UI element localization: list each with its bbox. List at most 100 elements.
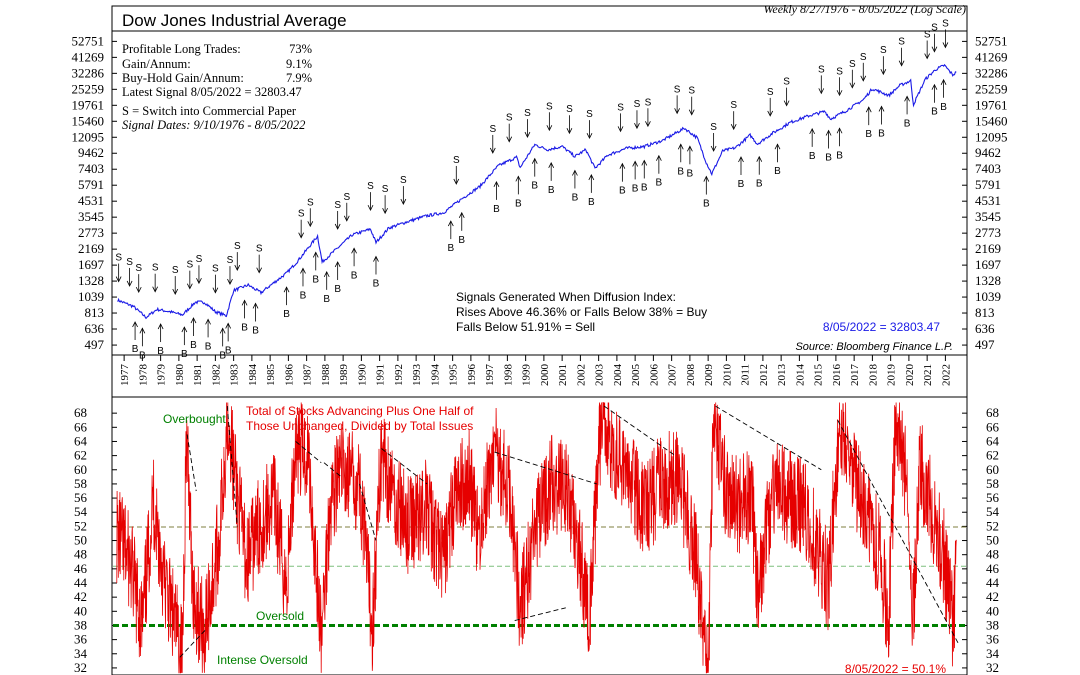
sell-arrowhead (924, 53, 931, 60)
sell-signal: S (634, 99, 641, 110)
top-ytick-right: 1039 (975, 289, 1001, 304)
year-label: 2010 (721, 364, 733, 387)
rules-line-3: Falls Below 51.91% = Sell (456, 320, 595, 334)
buy-arrowhead (836, 127, 843, 134)
buy-arrowhead (931, 83, 938, 90)
sell-signal: S (730, 100, 737, 111)
trendline (226, 406, 238, 527)
sell-signal: S (489, 124, 496, 135)
top-ytick-right: 15460 (975, 113, 1008, 128)
sell-arrowhead (506, 136, 513, 143)
sell-signal: S (400, 175, 407, 186)
buy-arrowhead (531, 157, 538, 164)
buy-arrowhead (677, 143, 684, 150)
bottom-ytick-left: 62 (74, 448, 87, 463)
sell-arrowhead (453, 178, 460, 185)
bottom-ytick-right: 66 (986, 419, 1000, 434)
bottom-title-1: Total of Stocks Advancing Plus One Half … (246, 404, 474, 418)
top-ytick-right: 636 (975, 321, 995, 336)
sell-arrowhead (334, 223, 341, 230)
bottom-ytick-right: 34 (986, 646, 1000, 661)
year-label: 2004 (612, 364, 624, 387)
sell-signal: S (334, 200, 341, 211)
buy-signal: B (515, 198, 522, 209)
sell-arrowhead (400, 198, 407, 205)
sell-signal: S (566, 104, 573, 115)
top-ytick-left: 497 (85, 337, 105, 352)
year-axis: 1977 1978 1979 1980 1981 1982 1983 1984 1985 1986… (119, 355, 952, 386)
sell-arrowhead (135, 286, 142, 294)
buy-arrowhead (252, 302, 259, 309)
buy-arrowhead (738, 156, 744, 163)
sell-arrowhead (152, 286, 159, 293)
stat-value-2: 9.1% (286, 57, 312, 71)
top-ytick-right: 25259 (975, 81, 1008, 96)
top-ytick-left: 25259 (72, 81, 105, 96)
bottom-panel-frame (111, 396, 968, 675)
bottom-ytick-left: 44 (74, 575, 88, 590)
buy-signal: B (252, 325, 259, 336)
bottom-ytick-right: 62 (986, 448, 999, 463)
year-label: 1990 (356, 364, 368, 387)
sell-arrowhead (196, 278, 202, 285)
year-label: 1981 (192, 364, 204, 386)
year-label: 1988 (320, 364, 332, 387)
year-label: 2002 (575, 364, 587, 386)
bottom-ytick-right: 54 (986, 504, 1000, 519)
buy-arrowhead (219, 327, 226, 334)
buy-signal: B (241, 322, 248, 333)
chart-title: Dow Jones Industrial Average (122, 11, 347, 30)
buy-arrowhead (447, 220, 454, 227)
buy-signal: B (225, 345, 232, 356)
chart-subtitle: Weekly 8/27/1976 - 8/05/2022 (Log Scale) (763, 2, 966, 16)
year-label: 2022 (940, 364, 952, 386)
buy-signal: B (632, 183, 639, 194)
bottom-ytick-left: 68 (74, 405, 87, 420)
trendline (295, 441, 322, 464)
year-label: 2013 (776, 364, 788, 387)
year-label: 2008 (685, 364, 697, 387)
oversold-label: Oversold (256, 609, 304, 623)
buy-arrowhead (632, 160, 638, 167)
sell-arrowhead (634, 123, 640, 130)
top-ytick-right: 12095 (975, 129, 1008, 144)
sell-signal: S (196, 254, 203, 265)
bottom-title-2: Those Unchanged, Divided by Total Issues (246, 419, 473, 433)
sell-arrowhead (546, 125, 553, 132)
top-last-value: 8/05/2022 = 32803.47 (823, 320, 940, 334)
sell-signal: S (880, 45, 887, 56)
buy-signal: B (458, 235, 465, 246)
top-ytick-right: 9462 (975, 145, 1001, 160)
year-label: 2020 (904, 364, 916, 387)
sell-arrowhead (942, 42, 949, 49)
year-label: 1997 (484, 364, 496, 387)
buy-arrowhead (572, 169, 578, 176)
bottom-ytick-right: 42 (986, 589, 999, 604)
sell-signal: S (617, 102, 624, 113)
sell-signal: S (931, 23, 938, 34)
sell-arrowhead (880, 69, 887, 76)
trendline (494, 451, 597, 485)
buy-signal: B (677, 166, 684, 177)
bottom-ytick-right: 50 (986, 533, 999, 548)
year-label: 2000 (539, 364, 551, 387)
sell-arrowhead (382, 208, 388, 215)
sell-signal: S (586, 109, 593, 120)
sell-arrowhead (645, 121, 651, 128)
top-ytick-left: 9462 (78, 145, 104, 160)
sell-arrowhead (710, 145, 717, 152)
top-ytick-right: 1328 (975, 273, 1001, 288)
source-note: Source: Bloomberg Finance L.P. (795, 341, 953, 353)
bottom-ytick-right: 60 (986, 462, 999, 477)
trendline (359, 483, 377, 541)
sell-arrowhead (818, 88, 825, 95)
buy-signal: B (572, 193, 579, 204)
top-ytick-right: 41269 (975, 49, 1008, 64)
year-label: 1994 (429, 364, 441, 387)
buy-signal: B (825, 152, 832, 163)
top-ytick-right: 497 (975, 337, 995, 352)
buy-signal: B (588, 197, 595, 208)
year-label: 1979 (156, 364, 168, 387)
